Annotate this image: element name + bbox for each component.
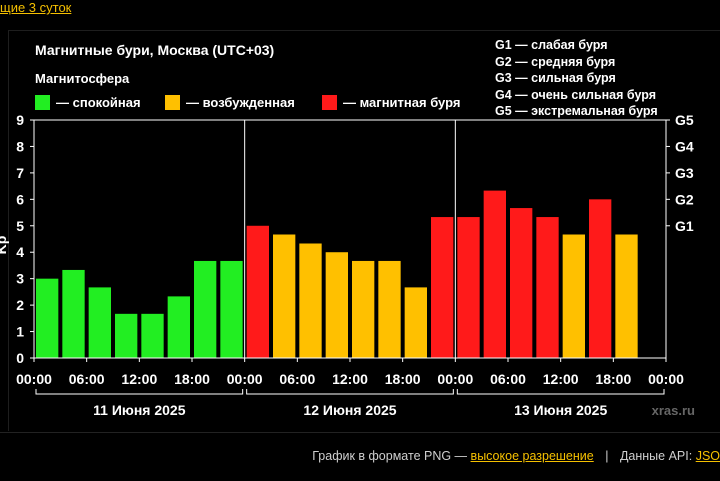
x-tick-label: 00:00 — [227, 371, 263, 387]
chart-subtitle: Магнитосфера — [35, 71, 130, 86]
y-tick-label: 6 — [16, 191, 24, 207]
g-scale-list: G1 — слабая буря G2 — средняя буря G3 — … — [495, 37, 658, 120]
kp-bar — [194, 260, 217, 358]
kp-bar — [88, 287, 111, 358]
day-bracket — [456, 389, 665, 395]
y-tick-label: 7 — [16, 165, 24, 181]
kp-bar — [36, 278, 59, 358]
x-tick-label: 18:00 — [595, 371, 631, 387]
y-tick-label: 9 — [16, 112, 24, 128]
day-label: 12 Июня 2025 — [303, 402, 396, 418]
kp-bar — [378, 260, 401, 358]
x-tick-label: 12:00 — [121, 371, 157, 387]
g-scale-item: G2 — средняя буря — [495, 54, 616, 69]
legend-item-storm: — магнитная буря — [322, 95, 460, 110]
legend-swatch-storm — [322, 95, 337, 110]
footer-separator: | — [605, 449, 609, 463]
chart-title: Магнитные бури, Москва (UTC+03) — [35, 42, 275, 58]
high-res-link[interactable]: высокое разрешение — [470, 449, 594, 463]
legend-swatch-quiet — [35, 95, 50, 110]
y-axis-label: Kp — [0, 236, 9, 255]
kp-bar — [615, 234, 638, 358]
footer-text-api: Данные API: — [619, 449, 693, 463]
kp-bar-chart: 0 1 2 3 4 5 6 7 8 9 G1 G2 G3 G4 G5 00:00 06:00 12:00 18:00… — [0, 112, 695, 418]
api-json-link[interactable]: JSO — [695, 449, 720, 463]
y-tick-label: 0 — [16, 350, 24, 366]
y-tick-label: 4 — [16, 244, 24, 260]
x-tick-label: 18:00 — [385, 371, 421, 387]
watermark: xras.ru — [652, 403, 695, 418]
forecast-link[interactable]: щие 3 суток — [0, 0, 72, 15]
g-tick-label: G2 — [675, 191, 694, 207]
footer-text-png: График в формате PNG — — [312, 449, 468, 463]
kp-bar — [404, 287, 427, 358]
day-label: 13 Июня 2025 — [514, 402, 607, 418]
kp-bar — [220, 260, 243, 358]
kp-bar — [510, 208, 533, 358]
x-tick-label: 06:00 — [279, 371, 315, 387]
legend-item-active: — возбужденная — [165, 95, 295, 110]
footer-line: График в формате PNG — высокое разрешени… — [312, 449, 720, 463]
kp-bar — [115, 313, 138, 358]
kp-bar — [562, 234, 585, 358]
x-tick-label: 12:00 — [543, 371, 579, 387]
g-scale-item: G1 — слабая буря — [495, 38, 608, 52]
x-tick-label: 06:00 — [69, 371, 105, 387]
legend-swatch-active — [165, 95, 180, 110]
day-label: 11 Июня 2025 — [93, 402, 186, 418]
kp-bar — [299, 243, 322, 358]
legend-label-active: — возбужденная — [186, 95, 295, 110]
y-tick-label: 1 — [16, 324, 24, 340]
footer — [0, 432, 720, 481]
y-tick-label: 8 — [16, 138, 24, 154]
x-tick-label: 12:00 — [332, 371, 368, 387]
g-tick-label: G1 — [675, 218, 694, 234]
day-bracket — [35, 389, 244, 395]
g-tick-label: G3 — [675, 165, 694, 181]
y-tick-label: 2 — [16, 297, 24, 313]
kp-bar — [325, 252, 348, 358]
g-scale-item: G3 — сильная буря — [495, 71, 616, 86]
x-tick-label: 06:00 — [490, 371, 526, 387]
legend-label-quiet: — спокойная — [56, 95, 141, 110]
kp-bar — [246, 225, 269, 358]
kp-bar — [352, 260, 375, 358]
g-scale-item: G5 — экстремальная буря — [495, 104, 658, 119]
y-tick-label: 5 — [16, 218, 24, 234]
kp-bar — [273, 234, 296, 358]
kp-bar — [589, 199, 612, 358]
kp-bar — [457, 217, 480, 358]
x-tick-label: 00:00 — [437, 371, 473, 387]
kp-bar — [167, 296, 190, 358]
x-tick-label: 00:00 — [648, 371, 684, 387]
x-tick-label: 18:00 — [174, 371, 210, 387]
g-scale-item: G4 — очень сильная буря — [495, 87, 656, 102]
legend-label-storm: — магнитная буря — [343, 95, 461, 110]
kp-bar — [431, 217, 454, 358]
kp-bar — [62, 269, 85, 358]
kp-bar — [483, 190, 506, 358]
kp-bar — [141, 313, 164, 358]
y-tick-label: 3 — [16, 271, 24, 287]
g-tick-label: G4 — [675, 138, 694, 154]
g-tick-label: G5 — [675, 112, 694, 128]
day-bracket — [246, 389, 454, 395]
legend-item-quiet: — спокойная — [35, 95, 141, 110]
kp-bar — [536, 217, 559, 358]
x-tick-label: 00:00 — [16, 371, 52, 387]
